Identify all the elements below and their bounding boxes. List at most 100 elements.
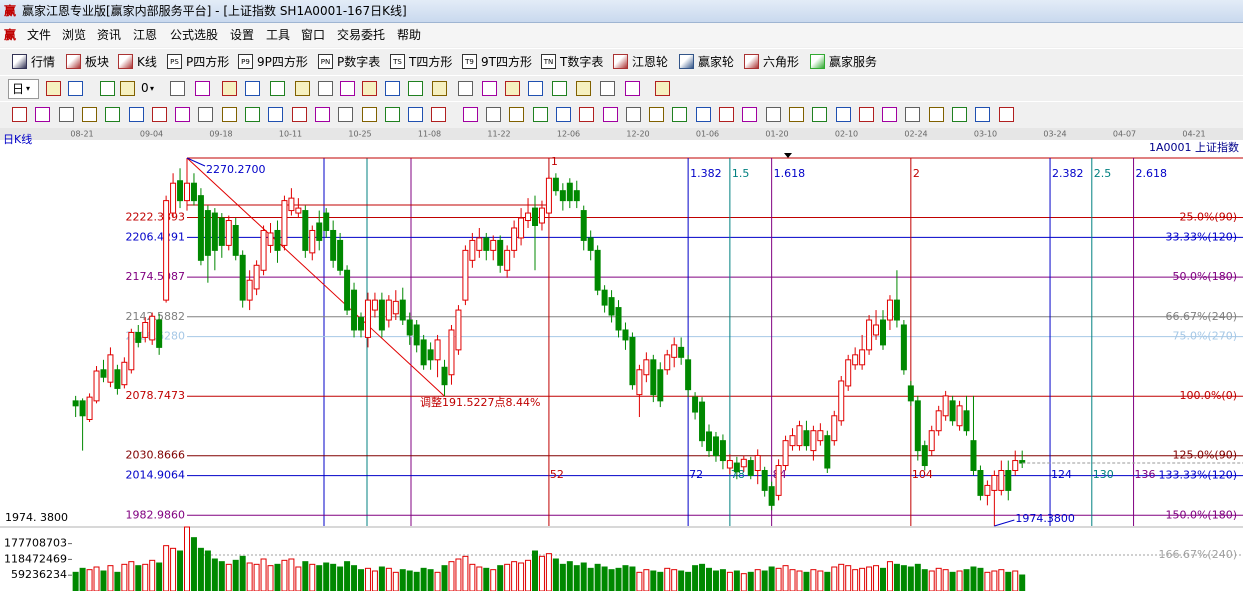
toolbar-icon[interactable] — [81, 107, 97, 122]
menu-item[interactable]: 江恩 — [133, 28, 158, 42]
toolbar-icon[interactable] — [175, 107, 191, 122]
toolbar-icon[interactable] — [905, 107, 921, 122]
toolbar-button[interactable]: 行情 — [31, 55, 56, 69]
toolbar-button[interactable]: T数字表 — [560, 55, 604, 69]
toolbar-icon[interactable] — [649, 107, 665, 122]
toolbar-icon[interactable] — [338, 107, 354, 122]
toolbar-icon[interactable] — [340, 81, 355, 96]
toolbar-icon[interactable] — [362, 81, 377, 96]
menu-item[interactable]: 工具 — [266, 28, 291, 42]
toolbar-icon[interactable] — [270, 81, 285, 96]
toolbar-icon[interactable] — [384, 107, 400, 122]
toolbar-icon[interactable] — [385, 81, 400, 96]
candle-body — [107, 354, 114, 383]
toolbar-icon[interactable] — [882, 107, 898, 122]
toolbar-icon[interactable] — [68, 81, 83, 96]
toolbar-icon[interactable] — [222, 81, 237, 96]
toolbar-icon[interactable] — [719, 107, 734, 122]
toolbar-icon[interactable] — [555, 107, 571, 122]
volume-bar — [532, 550, 538, 591]
toolbar-button[interactable]: 板块 — [85, 55, 110, 69]
period-select[interactable]: 日 — [8, 79, 40, 99]
toolbar-icon[interactable] — [151, 107, 167, 122]
menu-item[interactable]: 设置 — [230, 28, 255, 42]
menu-item[interactable]: 浏览 — [62, 28, 87, 42]
toolbar-icon[interactable] — [672, 107, 688, 122]
toolbar-icon[interactable] — [600, 81, 615, 96]
toolbar-icon[interactable] — [528, 81, 543, 96]
toolbar-icon[interactable] — [695, 107, 711, 122]
toolbar-icon[interactable] — [361, 107, 377, 122]
toolbar-icon[interactable] — [120, 81, 135, 96]
toolbar-button[interactable]: 赢家服务 — [829, 55, 878, 69]
menu-item[interactable]: 帮助 — [397, 28, 422, 42]
toolbar-icon[interactable] — [245, 81, 260, 96]
menu-item[interactable]: 资讯 — [97, 28, 122, 42]
menu-item[interactable]: 文件 — [27, 28, 52, 42]
toolbar-icon[interactable] — [509, 107, 525, 122]
toolbar-icon[interactable] — [195, 81, 210, 96]
toolbar-button[interactable]: 六角形 — [763, 55, 800, 69]
toolbar-icon[interactable] — [858, 107, 874, 122]
volume-bar — [594, 563, 601, 591]
volume-bar — [726, 571, 733, 591]
toolbar-icon[interactable] — [35, 107, 51, 122]
toolbar-button[interactable]: 赢家轮 — [698, 55, 735, 69]
toolbar-button[interactable]: K线 — [137, 55, 157, 69]
toolbar-icon[interactable] — [198, 107, 214, 122]
toolbar-icon[interactable] — [765, 107, 781, 122]
toolbar-icon[interactable] — [291, 107, 307, 122]
toolbar-icon[interactable] — [58, 107, 74, 122]
toolbar-icon[interactable] — [128, 107, 144, 122]
toolbar-icon[interactable] — [432, 81, 447, 96]
toolbar-icon[interactable] — [170, 81, 185, 96]
toolbar-button[interactable]: P四方形 — [186, 55, 230, 69]
toolbar-icon[interactable] — [576, 81, 591, 96]
toolbar-icon[interactable] — [532, 107, 548, 122]
toolbar-icon[interactable] — [928, 107, 944, 122]
toolbar-button[interactable]: 9P四方形 — [257, 55, 308, 69]
toolbar-icon[interactable] — [579, 107, 595, 122]
toolbar-icon[interactable] — [655, 81, 670, 96]
toolbar-button[interactable]: P数字表 — [337, 55, 381, 69]
toolbar-icon[interactable] — [314, 107, 330, 122]
toolbar-icon[interactable] — [408, 107, 424, 122]
toolbar-icon[interactable] — [318, 81, 333, 96]
toolbar-icon[interactable] — [458, 81, 473, 96]
menu-item[interactable]: 交易委托 — [337, 28, 386, 42]
toolbar-icon[interactable] — [552, 81, 567, 96]
toolbar-icon[interactable] — [835, 107, 851, 122]
volume-tick-label: 118472469 — [4, 552, 67, 565]
toolbar-button[interactable]: 9T四方形 — [481, 55, 532, 69]
toolbar-icon[interactable] — [105, 107, 121, 122]
toolbar-icon[interactable] — [408, 81, 423, 96]
toolbar-icon[interactable] — [505, 81, 520, 96]
toolbar-icon[interactable] — [462, 107, 478, 122]
toolbar-icon[interactable] — [812, 107, 828, 122]
toolbar-icon[interactable] — [268, 107, 284, 122]
toolbar-button[interactable]: T四方形 — [409, 55, 453, 69]
toolbar-icon[interactable] — [602, 107, 618, 122]
shift-select[interactable]: 0 — [141, 81, 149, 95]
toolbar-icon[interactable] — [952, 107, 967, 122]
candle-body — [239, 254, 246, 301]
toolbar-icon[interactable] — [625, 81, 640, 96]
toolbar-icon[interactable] — [482, 81, 497, 96]
toolbar-icon[interactable] — [245, 107, 260, 122]
toolbar-icon[interactable] — [975, 107, 991, 122]
menu-item[interactable]: 窗口 — [301, 28, 326, 42]
menu-item[interactable]: 公式选股 — [170, 28, 219, 42]
toolbar-icon[interactable] — [998, 107, 1014, 122]
toolbar-icon[interactable] — [221, 107, 237, 122]
toolbar-icon[interactable] — [486, 107, 501, 122]
toolbar-icon[interactable] — [46, 81, 61, 96]
volume-bar — [351, 565, 358, 591]
toolbar-icon[interactable] — [625, 107, 641, 122]
toolbar-icon[interactable] — [12, 107, 27, 122]
toolbar-icon[interactable] — [788, 107, 804, 122]
toolbar-button[interactable]: 江恩轮 — [632, 55, 669, 69]
toolbar-icon[interactable] — [742, 107, 758, 122]
toolbar-icon[interactable] — [100, 81, 115, 96]
toolbar-icon[interactable] — [295, 81, 310, 96]
toolbar-icon[interactable] — [431, 107, 447, 122]
